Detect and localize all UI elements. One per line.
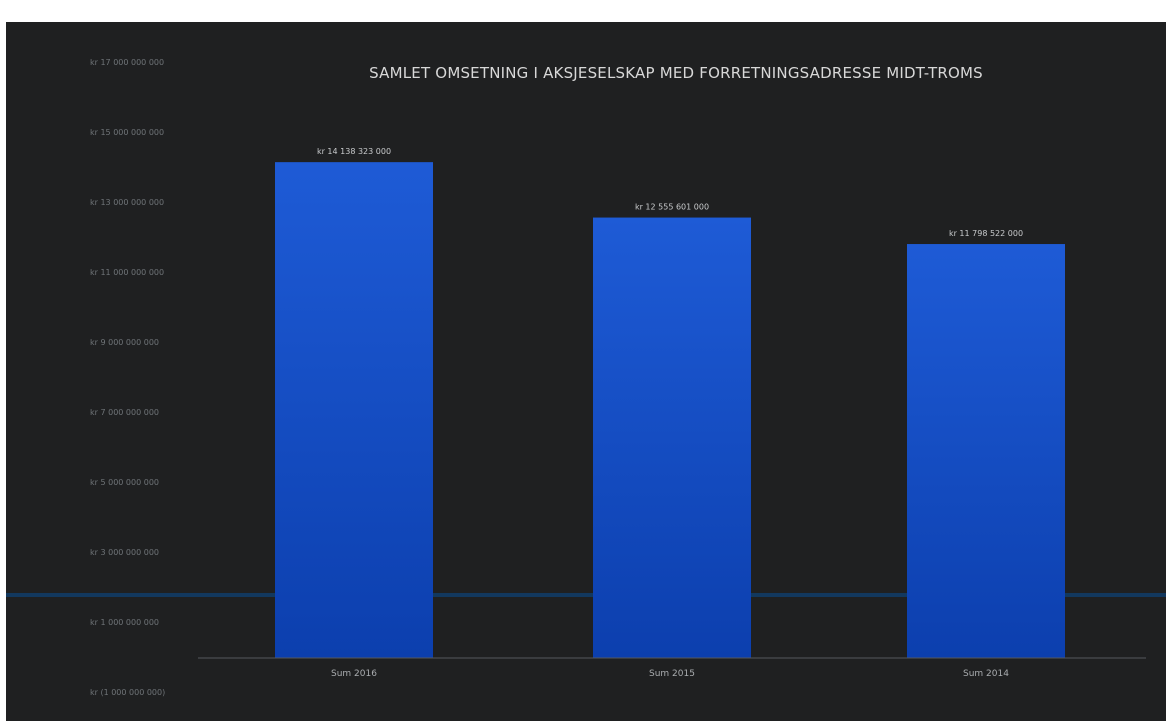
bar-value-label: kr 12 555 601 000	[635, 203, 709, 212]
bar-value-label: kr 11 798 522 000	[949, 229, 1023, 238]
bar-series: kr 14 138 323 000 kr 12 555 601 000 kr 11 …	[275, 147, 1065, 659]
y-tick-label: kr (1 000 000 000)	[90, 688, 165, 697]
y-tick-label: kr 11 000 000 000	[90, 268, 164, 277]
bar	[593, 217, 751, 659]
x-tick-label: Sum 2015	[649, 669, 695, 679]
bar	[907, 244, 1065, 658]
bar-chart: SAMLET OMSETNING I AKSJESELSKAP MED FORR…	[6, 58, 1166, 697]
y-tick-label: kr 17 000 000 000	[90, 58, 164, 67]
y-axis: kr 17 000 000 000 kr 15 000 000 000 kr 13 …	[90, 58, 165, 697]
bar-value-label: kr 14 138 323 000	[317, 147, 391, 156]
bar	[275, 162, 433, 658]
chart-title: SAMLET OMSETNING I AKSJESELSKAP MED FORR…	[369, 64, 983, 82]
y-tick-label: kr 15 000 000 000	[90, 128, 164, 137]
y-tick-label: kr 3 000 000 000	[90, 548, 159, 557]
x-tick-label: Sum 2014	[963, 669, 1009, 679]
x-axis: Sum 2016 Sum 2015 Sum 2014	[331, 669, 1009, 679]
x-tick-label: Sum 2016	[331, 669, 377, 679]
y-tick-label: kr 13 000 000 000	[90, 198, 164, 207]
y-tick-label: kr 7 000 000 000	[90, 408, 159, 417]
y-tick-label: kr 1 000 000 000	[90, 618, 159, 627]
y-tick-label: kr 5 000 000 000	[90, 478, 159, 487]
y-tick-label: kr 9 000 000 000	[90, 338, 159, 347]
chart-frame: SAMLET OMSETNING I AKSJESELSKAP MED FORR…	[6, 22, 1166, 721]
